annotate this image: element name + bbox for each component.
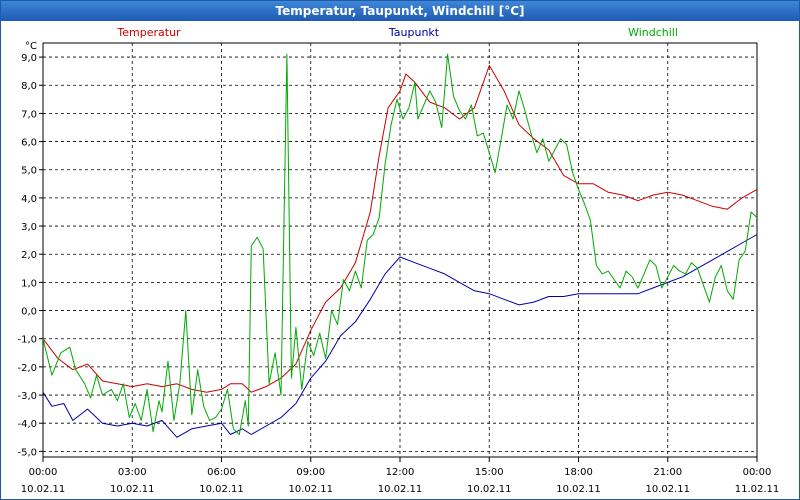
x-tick-date: 10.02.11	[467, 484, 512, 495]
x-tick-date: 10.02.11	[110, 484, 155, 495]
x-tick-time: 09:00	[296, 467, 325, 478]
x-tick-date: 10.02.11	[199, 484, 244, 495]
x-tick-time: 00:00	[743, 467, 772, 478]
y-tick-label: 0,0	[21, 307, 37, 318]
y-axis-unit: °C	[25, 41, 37, 52]
y-tick-label: -2,0	[17, 363, 37, 374]
y-tick-label: 1,0	[21, 278, 37, 289]
y-tick-label: 9,0	[21, 53, 37, 64]
x-tick-date: 10.02.11	[21, 484, 66, 495]
x-tick-time: 18:00	[564, 467, 593, 478]
y-tick-label: 8,0	[21, 81, 37, 92]
series-line-temperatur	[42, 65, 758, 393]
x-tick-date: 10.02.11	[288, 484, 333, 495]
x-tick-date: 10.02.11	[645, 484, 690, 495]
x-tick-time: 03:00	[118, 467, 147, 478]
x-tick-time: 06:00	[207, 467, 236, 478]
x-tick-date: 11.02.11	[735, 484, 780, 495]
legend-temperatur: Temperatur	[116, 26, 181, 39]
series-line-windchill	[42, 53, 758, 435]
y-tick-label: -5,0	[17, 447, 37, 458]
window-title: Temperatur, Taupunkt, Windchill [°C]	[1, 1, 799, 21]
line-chart: 9,0 8,0 7,0 6,0 5,0 4,0 3,0 2,0 1,0 0,0 -1,0 -2,0 -3…	[17, 26, 780, 495]
y-tick-label: 3,0	[21, 222, 37, 233]
legend-windchill: Windchill	[628, 26, 678, 39]
y-tick-label: -3,0	[17, 391, 37, 402]
y-tick-label: 2,0	[21, 250, 37, 261]
x-tick-date: 10.02.11	[556, 484, 601, 495]
x-tick-time: 00:00	[29, 467, 58, 478]
y-tick-label: -4,0	[17, 419, 37, 430]
x-tick-date: 10.02.11	[378, 484, 423, 495]
y-tick-label: 7,0	[21, 109, 37, 120]
x-tick-time: 15:00	[475, 467, 504, 478]
y-tick-label: -1,0	[17, 335, 37, 346]
x-tick-time: 12:00	[386, 467, 415, 478]
y-tick-label: 6,0	[21, 138, 37, 149]
y-tick-label: 5,0	[21, 166, 37, 177]
y-tick-label: 4,0	[21, 194, 37, 205]
x-tick-time: 21:00	[653, 467, 682, 478]
legend-taupunkt: Taupunkt	[388, 26, 440, 39]
